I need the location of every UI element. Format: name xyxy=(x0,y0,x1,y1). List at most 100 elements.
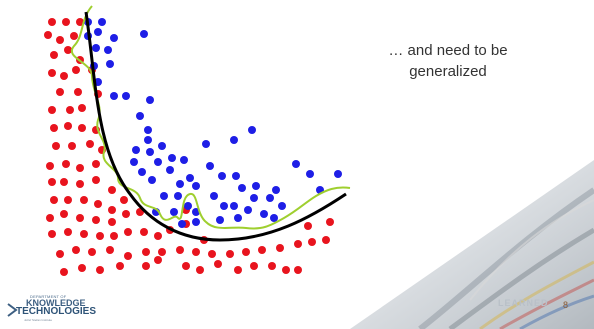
blue-data-point xyxy=(132,146,140,154)
blue-data-point xyxy=(218,172,226,180)
blue-data-point xyxy=(216,216,224,224)
red-data-point xyxy=(68,142,76,150)
red-data-point xyxy=(70,32,78,40)
red-data-point xyxy=(76,164,84,172)
red-data-point xyxy=(78,104,86,112)
red-data-point xyxy=(76,214,84,222)
blue-data-point xyxy=(160,192,168,200)
red-data-point xyxy=(214,260,222,268)
red-data-point xyxy=(86,140,94,148)
red-data-point xyxy=(282,266,290,274)
logo-line-4: Jožef Stefan Institute xyxy=(24,318,53,322)
blue-data-point xyxy=(168,154,176,162)
red-data-point xyxy=(60,178,68,186)
red-data-point xyxy=(142,248,150,256)
red-data-point xyxy=(208,250,216,258)
red-data-point xyxy=(304,222,312,230)
red-data-point xyxy=(108,206,116,214)
red-data-point xyxy=(88,248,96,256)
red-data-point xyxy=(60,210,68,218)
blue-data-point xyxy=(186,174,194,182)
red-data-point xyxy=(176,246,184,254)
blue-data-point xyxy=(206,162,214,170)
blue-data-point xyxy=(170,208,178,216)
red-data-point xyxy=(120,196,128,204)
red-data-point xyxy=(92,160,100,168)
caption-line-1: … and need to be xyxy=(388,42,508,59)
red-data-point xyxy=(56,88,64,96)
red-data-point xyxy=(116,262,124,270)
red-data-point xyxy=(48,106,56,114)
caption-line-2: generalized xyxy=(409,63,487,80)
logo-line-1: DEPARTMENT OF xyxy=(30,294,67,299)
blue-data-point xyxy=(192,182,200,190)
red-data-point xyxy=(268,262,276,270)
red-data-point xyxy=(50,124,58,132)
red-data-point xyxy=(60,72,68,80)
red-data-point xyxy=(124,228,132,236)
blue-data-point xyxy=(184,202,192,210)
blue-data-point xyxy=(238,184,246,192)
red-data-point xyxy=(250,262,258,270)
red-data-point xyxy=(158,248,166,256)
red-data-point xyxy=(80,230,88,238)
blue-data-point xyxy=(334,170,342,178)
red-data-point xyxy=(50,51,58,59)
slide-caption: … and need to be generalized xyxy=(368,40,528,82)
red-data-point xyxy=(94,200,102,208)
blue-data-point xyxy=(270,214,278,222)
red-data-point xyxy=(122,210,130,218)
red-data-point xyxy=(234,266,242,274)
red-data-point xyxy=(62,18,70,26)
red-data-point xyxy=(74,88,82,96)
logo-mark-icon xyxy=(7,303,18,317)
blue-data-point xyxy=(104,46,112,54)
blue-data-point xyxy=(250,194,258,202)
blue-data-point xyxy=(110,92,118,100)
blue-data-point xyxy=(158,142,166,150)
red-data-point xyxy=(110,232,118,240)
red-data-point xyxy=(192,248,200,256)
background-cable-graphic xyxy=(350,160,594,329)
blue-data-point xyxy=(122,92,130,100)
red-data-point xyxy=(64,122,72,130)
blue-data-point xyxy=(248,126,256,134)
red-data-point xyxy=(76,180,84,188)
logo-line-2: KNOWLEDGE xyxy=(26,298,86,308)
blue-data-point xyxy=(154,158,162,166)
blue-data-point xyxy=(166,166,174,174)
blue-data-point xyxy=(176,180,184,188)
red-data-point xyxy=(48,178,56,186)
red-data-point xyxy=(294,240,302,248)
blue-data-point xyxy=(232,172,240,180)
red-data-point xyxy=(242,248,250,256)
red-data-point xyxy=(72,246,80,254)
red-data-point xyxy=(50,196,58,204)
blue-data-point xyxy=(278,202,286,210)
background-watermark: LEARNED xyxy=(498,298,549,308)
blue-data-point xyxy=(130,158,138,166)
red-data-point xyxy=(294,266,302,274)
logo-line-3: TECHNOLOGIES xyxy=(16,306,97,317)
blue-data-point xyxy=(272,186,280,194)
blue-data-point xyxy=(144,136,152,144)
page-number: 8 xyxy=(563,300,569,310)
blue-data-point xyxy=(220,202,228,210)
red-data-point xyxy=(108,186,116,194)
generalized-boundary xyxy=(84,11,347,242)
blue-data-point xyxy=(292,160,300,168)
blue-data-point xyxy=(148,176,156,184)
red-data-point xyxy=(196,266,204,274)
department-logo: DEPARTMENT OF KNOWLEDGE TECHNOLOGIES Jož… xyxy=(6,294,96,326)
red-data-point xyxy=(226,250,234,258)
red-data-point xyxy=(46,214,54,222)
red-data-point xyxy=(322,236,330,244)
red-data-point xyxy=(60,268,68,276)
blue-data-point xyxy=(266,194,274,202)
blue-data-point xyxy=(144,126,152,134)
red-data-point xyxy=(182,262,190,270)
red-data-point xyxy=(326,218,334,226)
red-data-point xyxy=(154,256,162,264)
red-data-point xyxy=(66,106,74,114)
blue-data-point xyxy=(136,112,144,120)
